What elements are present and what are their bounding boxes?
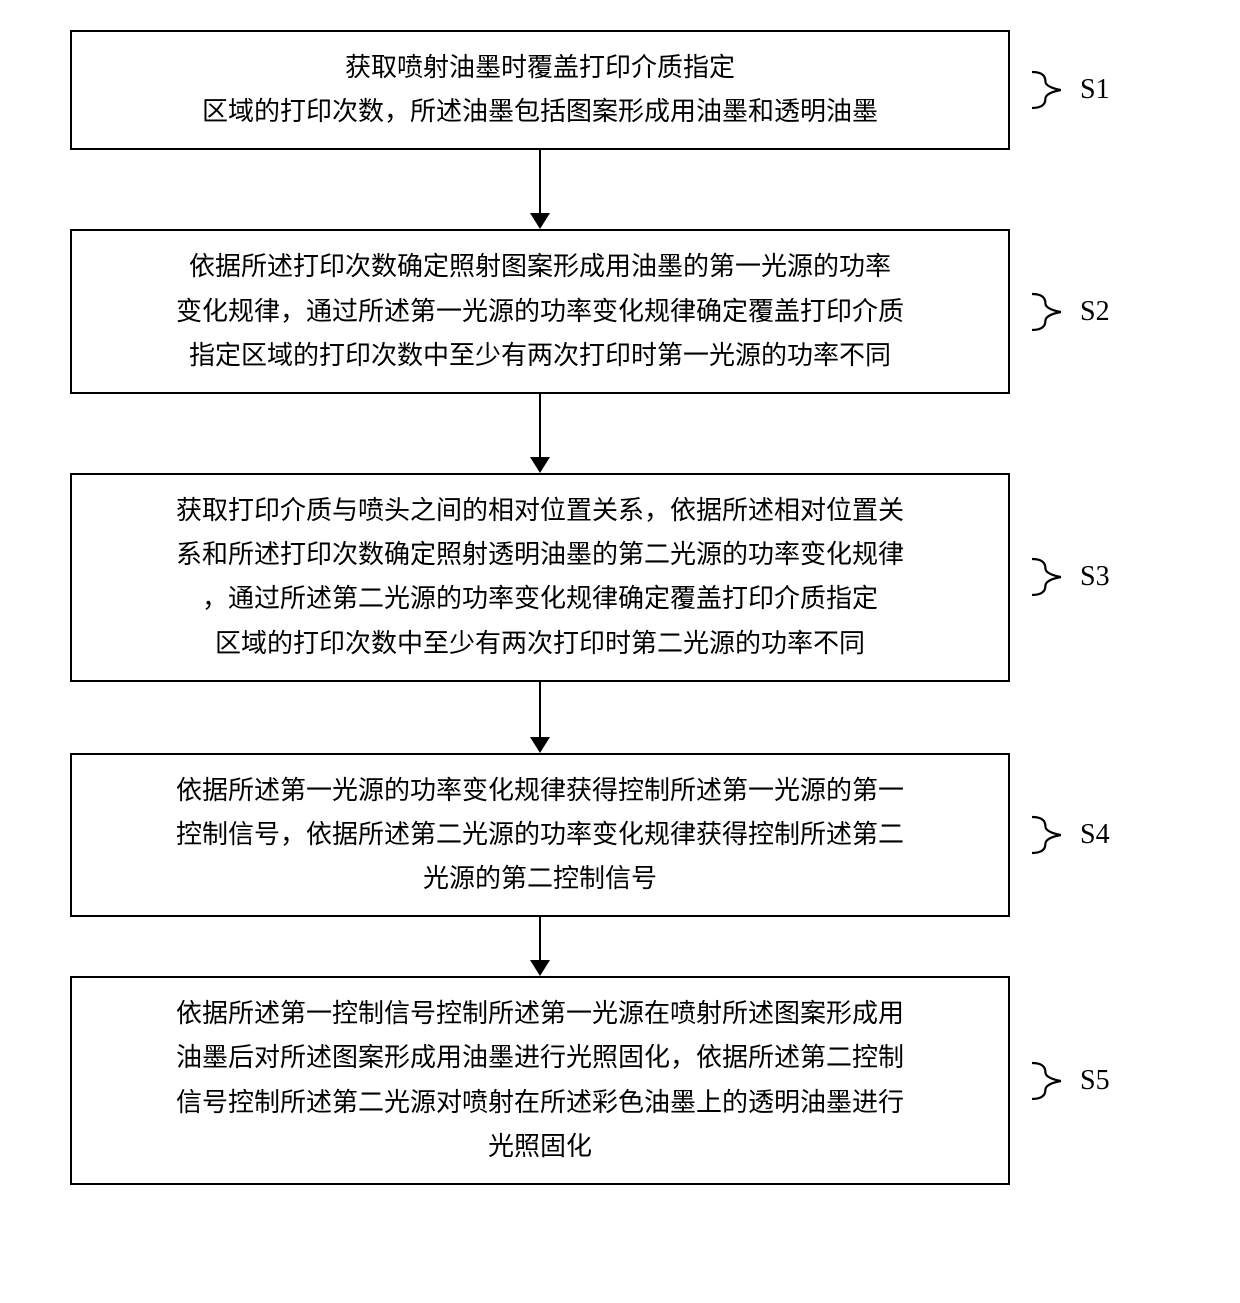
- step-label: S3: [1080, 561, 1110, 593]
- flow-step-s4: 依据所述第一光源的功率变化规律获得控制所述第一光源的第一控制信号，依据所述第二光…: [70, 753, 1170, 918]
- flow-arrow: [70, 917, 1170, 976]
- step-text-line: 系和所述打印次数确定照射透明油墨的第二光源的功率变化规律: [92, 533, 988, 577]
- step-text-line: 依据所述第一控制信号控制所述第一光源在喷射所述图案形成用: [92, 992, 988, 1036]
- flow-step-s5: 依据所述第一控制信号控制所述第一光源在喷射所述图案形成用油墨后对所述图案形成用油…: [70, 976, 1170, 1185]
- step-text-line: 控制信号，依据所述第二光源的功率变化规律获得控制所述第二: [92, 813, 988, 857]
- arrow-head-icon: [530, 213, 550, 229]
- flow-arrow: [70, 682, 1170, 753]
- step-text-line: 油墨后对所述图案形成用油墨进行光照固化，依据所述第二控制: [92, 1036, 988, 1080]
- step-label-wrap: S3: [1010, 557, 1150, 597]
- flowchart-container: 获取喷射油墨时覆盖打印介质指定区域的打印次数，所述油墨包括图案形成用油墨和透明油…: [70, 30, 1170, 1185]
- step-text-line: 依据所述第一光源的功率变化规律获得控制所述第一光源的第一: [92, 769, 988, 813]
- step-label-wrap: S1: [1010, 70, 1150, 110]
- step-text-line: ，通过所述第二光源的功率变化规律确定覆盖打印介质指定: [92, 577, 988, 621]
- step-text-line: 获取打印介质与喷头之间的相对位置关系，依据所述相对位置关: [92, 489, 988, 533]
- step-label-wrap: S5: [1010, 1061, 1150, 1101]
- step-text-line: 光照固化: [92, 1125, 988, 1169]
- flow-step-s1: 获取喷射油墨时覆盖打印介质指定区域的打印次数，所述油墨包括图案形成用油墨和透明油…: [70, 30, 1170, 150]
- arrow-head-icon: [530, 960, 550, 976]
- step-text-line: 信号控制所述第二光源对喷射在所述彩色油墨上的透明油墨进行: [92, 1081, 988, 1125]
- arrow-line: [539, 394, 541, 458]
- step-text-line: 依据所述打印次数确定照射图案形成用油墨的第一光源的功率: [92, 245, 988, 289]
- step-text-line: 变化规律，通过所述第一光源的功率变化规律确定覆盖打印介质: [92, 290, 988, 334]
- step-box: 获取打印介质与喷头之间的相对位置关系，依据所述相对位置关系和所述打印次数确定照射…: [70, 473, 1010, 682]
- flow-arrow: [70, 150, 1170, 229]
- arrow-line: [539, 682, 541, 738]
- arrow-line: [539, 150, 541, 214]
- step-text-line: 区域的打印次数中至少有两次打印时第二光源的功率不同: [92, 622, 988, 666]
- step-label-wrap: S2: [1010, 292, 1150, 332]
- step-text-line: 区域的打印次数，所述油墨包括图案形成用油墨和透明油墨: [92, 90, 988, 134]
- arrow-head-icon: [530, 737, 550, 753]
- arrow-line: [539, 917, 541, 961]
- step-label: S2: [1080, 296, 1110, 328]
- flow-arrow: [70, 394, 1170, 473]
- step-label: S5: [1080, 1065, 1110, 1097]
- step-label-wrap: S4: [1010, 815, 1150, 855]
- flow-step-s2: 依据所述打印次数确定照射图案形成用油墨的第一光源的功率变化规律，通过所述第一光源…: [70, 229, 1170, 394]
- step-box: 依据所述打印次数确定照射图案形成用油墨的第一光源的功率变化规律，通过所述第一光源…: [70, 229, 1010, 394]
- step-text-line: 获取喷射油墨时覆盖打印介质指定: [92, 46, 988, 90]
- step-label: S1: [1080, 74, 1110, 106]
- step-box: 依据所述第一控制信号控制所述第一光源在喷射所述图案形成用油墨后对所述图案形成用油…: [70, 976, 1010, 1185]
- arrow-head-icon: [530, 457, 550, 473]
- step-box: 依据所述第一光源的功率变化规律获得控制所述第一光源的第一控制信号，依据所述第二光…: [70, 753, 1010, 918]
- step-box: 获取喷射油墨时覆盖打印介质指定区域的打印次数，所述油墨包括图案形成用油墨和透明油…: [70, 30, 1010, 150]
- step-text-line: 光源的第二控制信号: [92, 857, 988, 901]
- step-label: S4: [1080, 819, 1110, 851]
- step-text-line: 指定区域的打印次数中至少有两次打印时第一光源的功率不同: [92, 334, 988, 378]
- flow-step-s3: 获取打印介质与喷头之间的相对位置关系，依据所述相对位置关系和所述打印次数确定照射…: [70, 473, 1170, 682]
